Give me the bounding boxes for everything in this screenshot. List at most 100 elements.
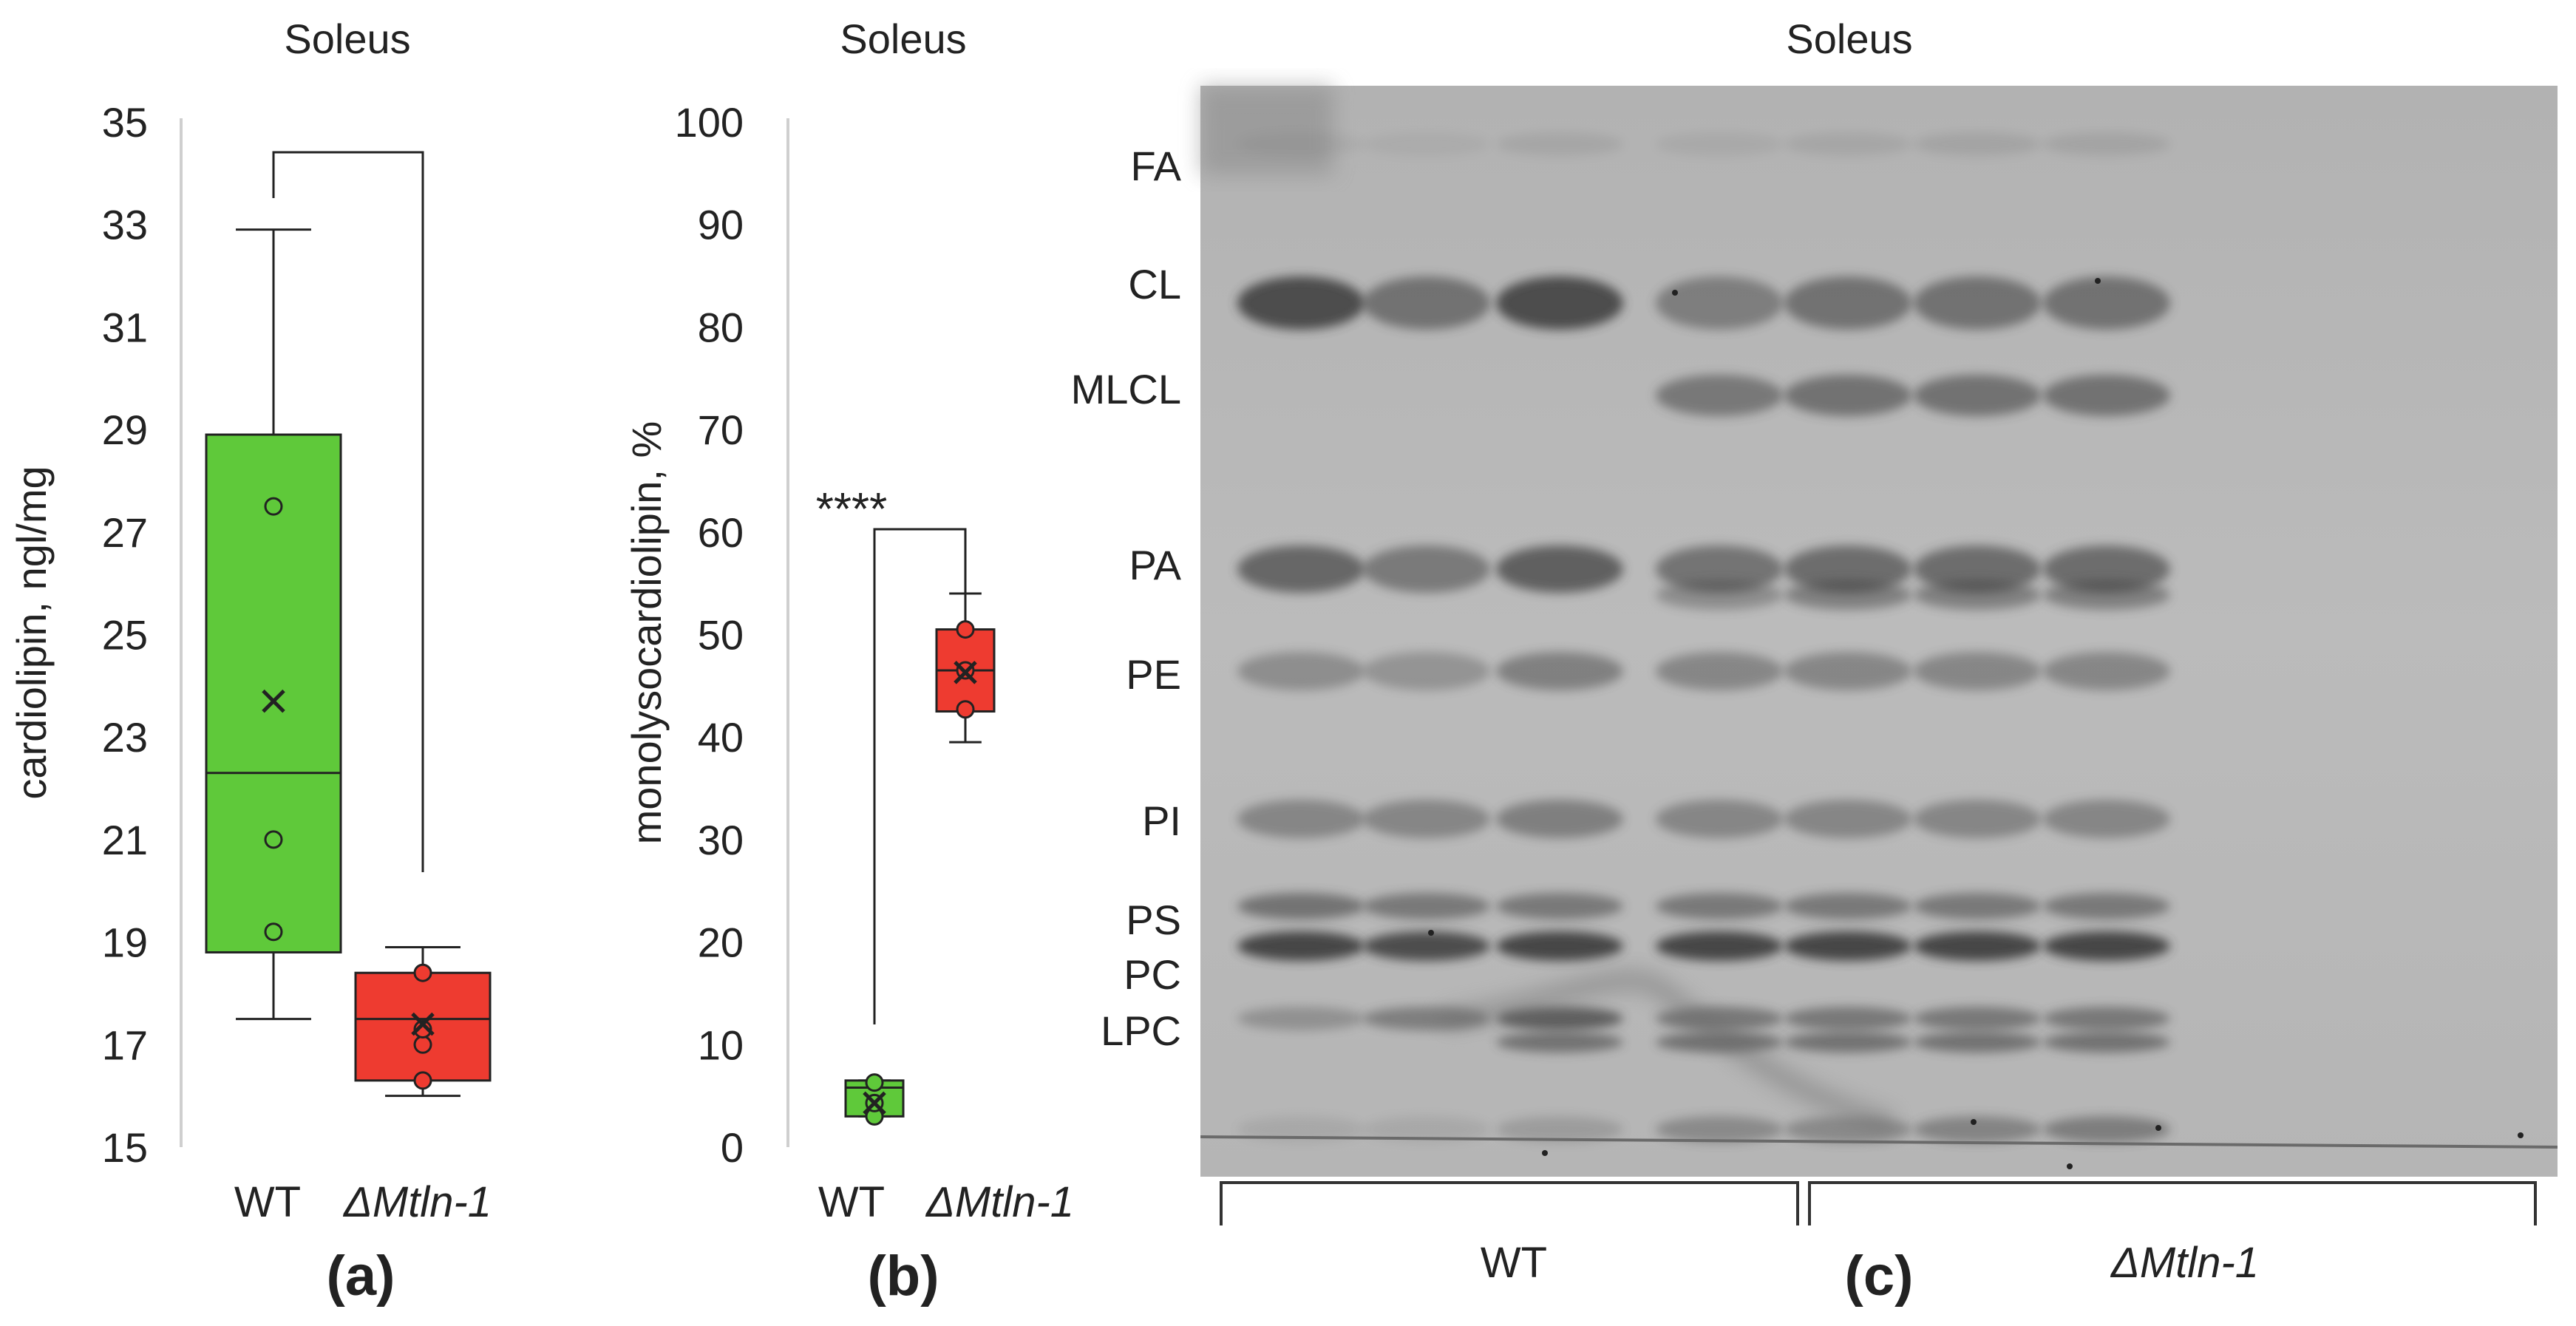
group-label-mutant: ΔMtln-1 [2110, 1239, 2259, 1287]
tlc-band-fa [1784, 132, 1911, 156]
y-tick-label: 60 [698, 509, 744, 556]
panel-a-cardiolipin: Soleus cardiolipin, ngl/mg 15 17 19 21 23 25 2… [8, 16, 492, 1308]
group-bracket-mutant [1808, 1181, 2537, 1225]
tlc-band-pc [1496, 931, 1623, 961]
box-mutant [354, 946, 492, 1098]
y-tick-label: 70 [698, 407, 744, 453]
y-tick-label: 25 [102, 612, 148, 659]
data-point [956, 620, 975, 639]
y-tick-label: 15 [102, 1124, 148, 1171]
tlc-band-pc [1784, 931, 1911, 961]
tlc-band-lpc2 [2043, 1032, 2170, 1053]
y-tick-label: 27 [102, 509, 148, 556]
tlc-band-pa [1496, 545, 1623, 593]
tlc-speck [1428, 930, 1434, 936]
tlc-label-pc: PC [1124, 951, 1181, 998]
tlc-band-lpc [1914, 1007, 2041, 1030]
tlc-band-pi [1784, 800, 1911, 838]
panel-a-tick-labels: 15 17 19 21 23 25 27 29 31 33 35 [102, 99, 148, 1171]
tlc-band-cl [1363, 276, 1490, 330]
tlc-lipid-labels: FA CL MLCL PA PE PI PS PC LPC [1071, 143, 1182, 1054]
y-tick-label: 40 [698, 714, 744, 761]
tlc-speck [1542, 1150, 1548, 1156]
tlc-band-fa [1363, 132, 1490, 156]
tlc-bands [1237, 132, 2524, 1169]
tlc-band-fa [1496, 132, 1623, 156]
y-tick-label: 31 [102, 304, 148, 350]
panel-a-category-mutant: ΔMtln-1 [342, 1178, 492, 1226]
mean-marker [411, 1012, 435, 1036]
mean-marker [863, 1091, 886, 1115]
panel-a-title: Soleus [284, 16, 410, 62]
significance-bracket [272, 151, 424, 872]
tlc-band-pe [1363, 652, 1490, 690]
tlc-band-pa [1656, 545, 1783, 593]
tlc-label-fa: FA [1131, 143, 1182, 189]
tlc-band-mlcl [1656, 375, 1783, 416]
tlc-smear [1440, 970, 1895, 1133]
panel-b-category-mutant: ΔMtln-1 [925, 1178, 1074, 1226]
panel-a-boxes [205, 151, 492, 1098]
tlc-band-pe [1656, 652, 1783, 690]
tlc-speck [2067, 1163, 2073, 1169]
tlc-band-pc [2043, 931, 2170, 961]
tlc-band-origin [2043, 1116, 2170, 1143]
y-tick-label: 21 [102, 817, 148, 863]
tlc-band-origin [1496, 1116, 1623, 1143]
tlc-label-cl: CL [1128, 261, 1181, 307]
y-tick-label: 30 [698, 817, 744, 863]
tlc-band-fa [1914, 132, 2041, 156]
tlc-band-cl [1914, 276, 2041, 330]
group-bracket-wt [1220, 1181, 1799, 1225]
tlc-plate-corner-shadow [1200, 86, 1333, 174]
tlc-band-fa [2043, 132, 2170, 156]
tlc-band-pc [1237, 931, 1365, 961]
y-tick-label: 29 [102, 407, 148, 453]
data-point [413, 1035, 432, 1054]
tlc-band-origin [1656, 1116, 1783, 1143]
tlc-band-pa [2043, 545, 2170, 593]
tlc-speck [2518, 1132, 2524, 1138]
y-tick-label: 23 [102, 714, 148, 761]
tlc-band-origin [1914, 1116, 2041, 1143]
mean-marker [262, 689, 285, 713]
significance-bracket [873, 528, 967, 1024]
tlc-band-ps [1656, 893, 1783, 919]
tlc-band-pc [1656, 931, 1783, 961]
tlc-band-pi [1363, 800, 1490, 838]
tlc-band-lpc2 [1784, 1032, 1911, 1053]
tlc-label-mlcl: MLCL [1071, 366, 1181, 412]
tlc-band-pa2 [1656, 580, 1783, 610]
data-point [413, 1019, 432, 1038]
tlc-band-ps [1363, 893, 1490, 919]
panel-b-category-wt: WT [818, 1178, 885, 1226]
tlc-band-pi [1496, 800, 1623, 838]
tlc-band-pe [1784, 652, 1911, 690]
tlc-band-origin [1363, 1116, 1490, 1143]
panel-a-y-label: cardiolipin, ngl/mg [8, 466, 55, 799]
data-point [264, 830, 283, 849]
box-iqr [205, 433, 342, 953]
tlc-band-mlcl [2043, 375, 2170, 416]
group-label-wt: WT [1481, 1239, 1547, 1287]
data-point [865, 1073, 884, 1092]
tlc-label-pi: PI [1142, 798, 1181, 844]
tlc-band-pe [1496, 652, 1623, 690]
tlc-band-lpc2 [1914, 1032, 2041, 1053]
tlc-origin-line [1200, 1135, 2558, 1149]
tlc-band-ps [1914, 893, 2041, 919]
tlc-band-cl [1237, 276, 1365, 330]
y-tick-label: 100 [675, 99, 744, 146]
y-tick-label: 90 [698, 202, 744, 248]
panel-b-y-label: monolysocardiolipin, % [623, 421, 670, 845]
panel-b-boxes [844, 528, 996, 1126]
box-mutant [935, 592, 996, 744]
tlc-band-cl [1496, 276, 1623, 330]
tlc-band-pa [1784, 545, 1911, 593]
tlc-label-ps: PS [1126, 897, 1181, 943]
tlc-band-cl [2043, 276, 2170, 330]
panel-b-tick-labels: 0 10 20 30 40 50 60 70 80 90 100 [675, 99, 744, 1171]
tlc-band-pi [2043, 800, 2170, 838]
y-tick-label: 35 [102, 99, 148, 146]
tlc-band-pi [1656, 800, 1783, 838]
